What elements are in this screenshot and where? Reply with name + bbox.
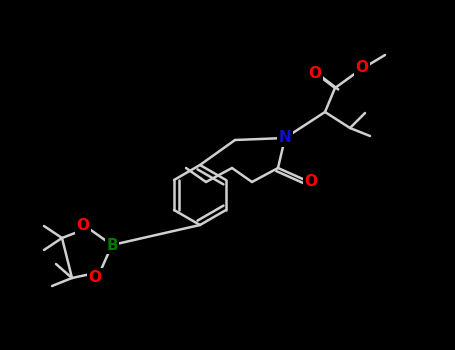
Text: O: O bbox=[89, 270, 101, 285]
Text: B: B bbox=[106, 238, 118, 252]
Text: O: O bbox=[308, 66, 322, 82]
Text: N: N bbox=[278, 131, 291, 146]
Text: O: O bbox=[304, 175, 318, 189]
Text: O: O bbox=[355, 61, 369, 76]
Text: O: O bbox=[76, 217, 90, 232]
